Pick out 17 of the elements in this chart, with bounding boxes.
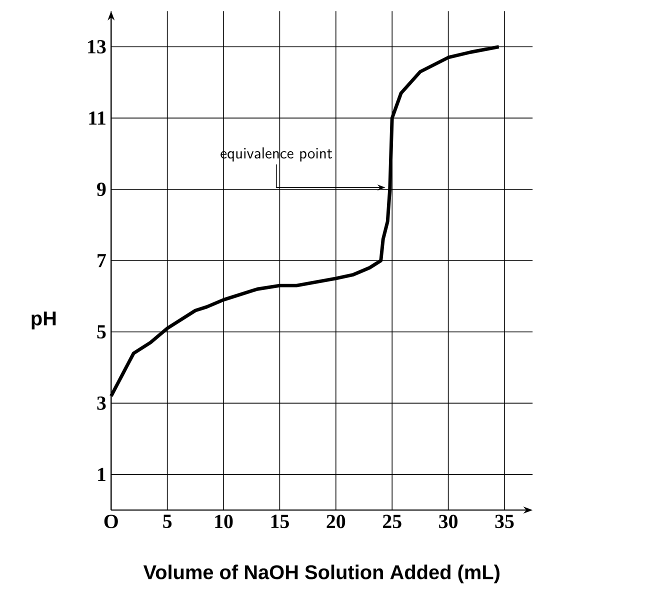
x-tick-label: 35 (495, 514, 514, 528)
y-tick-label: 5 (97, 325, 106, 338)
x-tick-label: 20 (326, 514, 346, 528)
y-tick-label: 1 (98, 468, 106, 482)
x-axis-title: Volume of NaOH Solution Added (mL) (143, 564, 500, 584)
x-tick-label: 30 (439, 514, 458, 528)
x-tick-label: 5 (163, 514, 172, 528)
x-tick-label: 10 (215, 514, 233, 528)
x-tick-label: 15 (271, 514, 289, 528)
y-tick-label: 7 (98, 254, 106, 268)
x-tick-label: O (104, 514, 118, 528)
x-tick-label: 25 (382, 514, 402, 528)
y-tick-label: 11 (89, 111, 106, 125)
y-tick-label: 13 (88, 40, 106, 54)
y-tick-label: 9 (97, 182, 106, 196)
y-tick-label: 3 (97, 396, 106, 410)
y-axis-title: pH (32, 312, 56, 330)
